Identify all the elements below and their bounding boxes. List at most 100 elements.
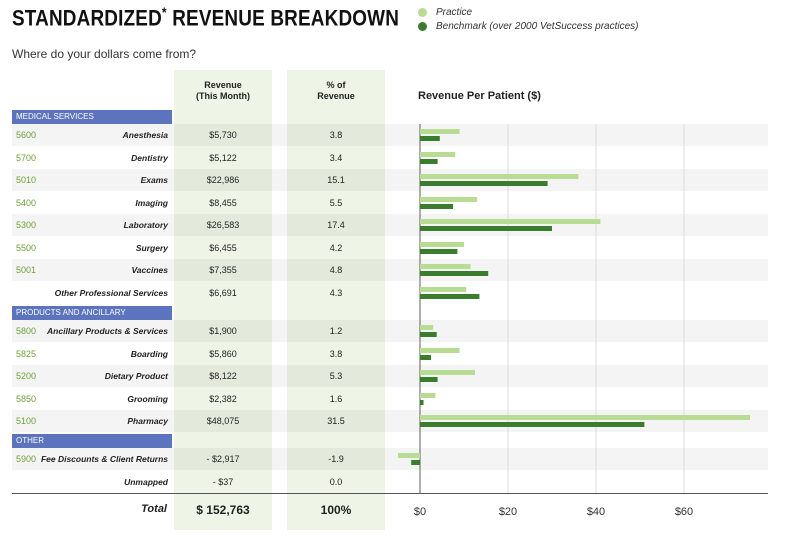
row-code: 5850 (16, 394, 37, 404)
row-revenue: $22,986 (206, 175, 240, 185)
table-row: 5800 Ancillary Products & Services $1,900 1… (12, 320, 768, 342)
title-asterisk: * (161, 4, 167, 20)
row-category: Boarding (130, 349, 168, 359)
legend: Practice Benchmark (over 2000 VetSuccess… (418, 5, 639, 33)
benchmark-bar (420, 181, 548, 186)
practice-swatch (418, 7, 427, 17)
benchmark-swatch (418, 21, 427, 31)
table-row: 5600 Anesthesia $5,730 3.8 (12, 124, 768, 146)
total-percent: 100% (320, 503, 352, 517)
x-tick-label: $20 (499, 506, 517, 518)
page-title: STANDARDIZED* REVENUE BREAKDOWN (12, 4, 462, 31)
practice-bar (398, 453, 420, 458)
legend-practice-label: Practice (436, 6, 473, 18)
total-label: Total (141, 503, 167, 515)
row-percent: 5.5 (329, 198, 343, 208)
row-revenue: $6,455 (209, 243, 237, 253)
x-tick-label: $60 (675, 506, 693, 518)
benchmark-bar (420, 271, 489, 276)
row-percent: 3.8 (329, 349, 343, 359)
benchmark-bar (420, 377, 438, 382)
benchmark-bar (411, 460, 420, 465)
row-revenue: - $2,917 (206, 454, 240, 464)
row-category: Grooming (127, 394, 168, 404)
section-header: PRODUCTS AND ANCILLARY (12, 306, 172, 320)
x-tick-label: $0 (414, 506, 426, 518)
row-category: Anesthesia (122, 130, 168, 140)
table-row: 5001 Vaccines $7,355 4.8 (12, 259, 768, 281)
title-main: STANDARDIZED (12, 5, 162, 31)
total-revenue: $ 152,763 (196, 503, 250, 517)
row-percent: 4.3 (329, 288, 343, 298)
practice-bar (420, 325, 434, 330)
row-category: Dentistry (131, 153, 168, 163)
practice-bar (420, 152, 456, 157)
table-row: 5010 Exams $22,986 15.1 (12, 169, 768, 191)
row-percent: 31.5 (327, 416, 345, 426)
percent-column-background (287, 70, 385, 530)
row-code: 5800 (16, 326, 37, 336)
row-revenue: $2,382 (209, 394, 237, 404)
row-percent: 3.4 (329, 153, 343, 163)
benchmark-bar (420, 422, 645, 427)
row-revenue: $26,583 (206, 220, 240, 230)
row-code: 5200 (16, 371, 37, 381)
practice-bar (420, 370, 475, 375)
practice-bar (420, 287, 467, 292)
section-header: OTHER (12, 434, 172, 448)
row-code: 5500 (16, 243, 37, 253)
subtitle: Where do your dollars come from? (12, 47, 197, 61)
row-category: Imaging (135, 198, 168, 208)
row-percent: 17.4 (327, 220, 345, 230)
chart-title: Revenue Per Patient ($) (418, 90, 541, 102)
row-code: 5300 (16, 220, 37, 230)
row-code: 5700 (16, 153, 37, 163)
row-category: Dietary Product (104, 371, 168, 381)
row-percent: -1.9 (328, 454, 344, 464)
row-category: Pharmacy (127, 416, 168, 426)
row-revenue: $48,075 (206, 416, 240, 426)
table-row: 5850 Grooming $2,382 1.6 (12, 388, 768, 410)
row-category: Unmapped (124, 477, 168, 487)
legend-item-benchmark: Benchmark (over 2000 VetSuccess practice… (418, 19, 639, 33)
table-row: 5900 Fee Discounts & Client Returns - $2,9… (12, 448, 768, 470)
row-revenue: $8,122 (209, 371, 237, 381)
row-code: 5600 (16, 130, 37, 140)
benchmark-bar (420, 332, 437, 337)
row-category: Other Professional Services (54, 288, 168, 298)
row-percent: 4.8 (329, 265, 343, 275)
row-code: 5010 (16, 175, 37, 185)
practice-bar (420, 415, 750, 420)
table-row: Unmapped - $37 0.0 (12, 471, 768, 493)
title-rest: REVENUE BREAKDOWN (166, 5, 400, 31)
practice-bar (420, 197, 478, 202)
row-category: Vaccines (131, 265, 168, 275)
table-row: Other Professional Services $6,691 4.3 (12, 282, 768, 304)
percent-column-header: % of Revenue (287, 80, 385, 102)
row-revenue: - $37 (212, 477, 234, 487)
benchmark-bar (420, 226, 552, 231)
row-code: 5900 (16, 454, 37, 464)
percent-header-line1: % of (326, 80, 346, 90)
legend-benchmark-label: Benchmark (over 2000 VetSuccess practice… (436, 20, 639, 32)
legend-item-practice: Practice (418, 5, 639, 19)
row-revenue: $1,900 (209, 326, 237, 336)
row-code: 5400 (16, 198, 37, 208)
revenue-header-line1: Revenue (204, 80, 242, 90)
row-percent: 0.0 (329, 477, 343, 487)
benchmark-bar (420, 294, 480, 299)
practice-bar (420, 129, 460, 134)
table-row: 5500 Surgery $6,455 4.2 (12, 237, 768, 259)
benchmark-bar (420, 204, 453, 209)
row-category: Laboratory (123, 220, 168, 230)
row-category: Surgery (135, 243, 168, 253)
row-category: Exams (140, 175, 168, 185)
benchmark-bar (420, 159, 438, 164)
row-revenue: $5,860 (209, 349, 237, 359)
row-code: 5825 (16, 349, 37, 359)
practice-bar (420, 174, 579, 179)
row-percent: 1.6 (329, 394, 343, 404)
benchmark-bar (420, 400, 424, 405)
section-header: MEDICAL SERVICES (12, 110, 172, 124)
